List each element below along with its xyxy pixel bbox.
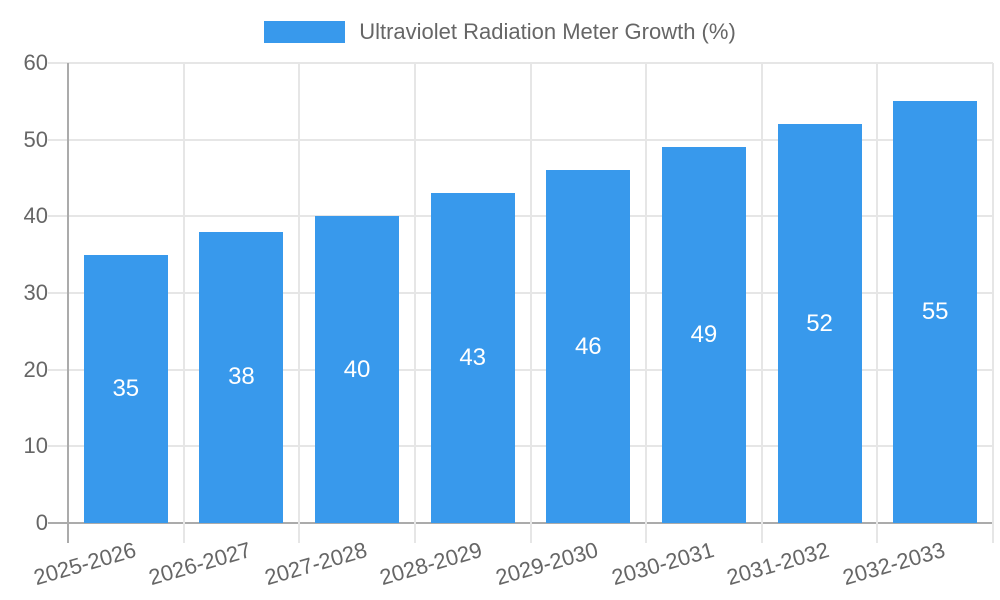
x-axis-tick-label: 2025-2026 <box>30 537 139 591</box>
bar-value-label: 49 <box>690 321 718 349</box>
bar-value-label: 52 <box>806 309 833 337</box>
bar-value-label: 40 <box>343 355 371 383</box>
y-gridline-20 <box>48 368 993 371</box>
legend-label: Ultraviolet Radiation Meter Growth (%) <box>359 18 736 44</box>
y-axis-tick-label: 50 <box>23 126 48 152</box>
x-gridline-4 <box>529 63 532 543</box>
bar-value-label: 38 <box>228 363 255 391</box>
y-gridline-10 <box>48 445 993 448</box>
y-axis-line <box>67 63 69 543</box>
y-axis-tick-label: 40 <box>23 203 48 229</box>
y-gridline-50 <box>48 138 993 141</box>
x-gridline-2 <box>298 63 301 543</box>
bar-2028-2029[interactable] <box>430 193 515 523</box>
y-gridline-60 <box>48 62 993 64</box>
y-gridline-40 <box>48 215 993 218</box>
x-gridline-3 <box>413 63 416 543</box>
x-gridline-6 <box>760 63 763 543</box>
x-axis-tick-label: 2027-2028 <box>261 537 370 591</box>
y-axis-tick-label: 20 <box>23 356 48 382</box>
bar-2030-2031[interactable] <box>661 147 746 523</box>
legend-swatch <box>264 21 346 43</box>
x-axis-tick-label: 2031-2032 <box>724 537 833 591</box>
y-axis-tick-label: 30 <box>23 280 48 305</box>
bar-2027-2028[interactable] <box>315 216 400 523</box>
y-axis-tick-label: 60 <box>23 50 48 75</box>
x-axis-tick-label: 2028-2029 <box>377 537 486 591</box>
y-gridline-0 <box>48 522 993 524</box>
x-axis-tick-label: 2030-2031 <box>608 537 717 591</box>
bar-value-label: 46 <box>574 332 602 360</box>
x-gridline-1 <box>182 63 185 543</box>
bar-value-label: 43 <box>459 344 487 372</box>
bar-value-label: 55 <box>921 298 949 326</box>
x-axis-tick-label: 2032-2033 <box>839 537 948 591</box>
bar-2031-2032[interactable] <box>777 124 862 523</box>
y-gridline-30 <box>48 292 993 294</box>
x-gridline-7 <box>876 63 879 543</box>
bar-2029-2030[interactable] <box>546 170 631 523</box>
chart-legend[interactable]: Ultraviolet Radiation Meter Growth (%) <box>0 18 1000 46</box>
x-gridline-8 <box>992 63 994 543</box>
bar-2026-2027[interactable] <box>199 231 284 523</box>
x-axis-tick-label: 2029-2030 <box>492 537 601 591</box>
y-axis-tick-label: 10 <box>23 433 48 459</box>
bar-2032-2033[interactable] <box>893 101 978 523</box>
bar-value-label: 35 <box>112 374 140 402</box>
x-axis-tick-label: 2026-2027 <box>146 537 255 591</box>
y-axis-tick-label: 0 <box>35 510 48 535</box>
x-gridline-5 <box>645 63 648 543</box>
bar-2025-2026[interactable] <box>83 254 168 523</box>
